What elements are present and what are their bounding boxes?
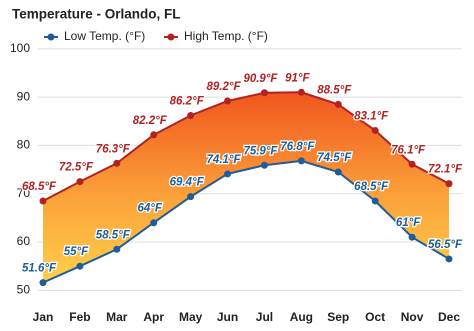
x-tick-label: Aug (290, 310, 313, 324)
x-tick-label: Sep (327, 310, 349, 324)
value-label: 76.8°F (280, 141, 315, 153)
value-label: 74.5°F (317, 152, 352, 164)
x-tick-label: Jun (217, 310, 238, 324)
y-tick-label: 100 (10, 41, 30, 55)
x-tick-label: Feb (69, 310, 90, 324)
x-tick-label: Oct (365, 310, 385, 324)
value-label: 55°F (64, 246, 89, 258)
point (113, 159, 121, 167)
value-label: 76.1°F (391, 144, 426, 156)
point (334, 100, 342, 108)
value-label: 74.1°F (207, 154, 242, 166)
value-label: 51.6°F (22, 263, 57, 275)
y-tick-label: 90 (17, 89, 31, 103)
value-label: 72.1°F (428, 164, 463, 176)
x-tick-label: May (179, 310, 203, 324)
x-tick-label: Jan (33, 310, 54, 324)
point (187, 111, 195, 119)
y-tick-label: 80 (17, 138, 31, 152)
point (408, 160, 416, 168)
legend-marker (47, 33, 55, 41)
y-tick-label: 50 (17, 283, 31, 297)
point (76, 262, 84, 270)
x-tick-label: Mar (106, 310, 128, 324)
value-label: 82.2°F (133, 115, 168, 127)
x-tick-label: Dec (438, 310, 460, 324)
value-label: 91°F (285, 72, 310, 84)
point (187, 193, 195, 201)
point (408, 233, 416, 241)
value-label: 61°F (396, 217, 421, 229)
legend-label: High Temp. (°F) (184, 29, 268, 43)
point (371, 197, 379, 205)
series-line (42, 159, 450, 284)
y-tick-label: 70 (17, 186, 31, 200)
range-area (43, 92, 449, 283)
value-label: 83.1°F (354, 110, 389, 122)
value-label: 68.5°F (354, 181, 389, 193)
value-label: 68.5°F (22, 181, 57, 193)
chart-title: Temperature - Orlando, FL (12, 7, 181, 22)
legend-label: Low Temp. (°F) (64, 29, 145, 43)
point (297, 157, 305, 165)
point (113, 245, 121, 253)
point (260, 161, 268, 169)
point (334, 168, 342, 176)
point (445, 255, 453, 263)
point (224, 97, 232, 105)
value-label: 69.4°F (170, 177, 205, 189)
value-label: 58.5°F (96, 229, 131, 241)
point (224, 170, 232, 178)
point (260, 89, 268, 97)
value-label: 72.5°F (59, 162, 94, 174)
point (371, 126, 379, 134)
value-label: 76.3°F (96, 143, 131, 155)
y-tick-label: 60 (17, 234, 31, 248)
value-label: 56.5°F (428, 239, 463, 251)
x-tick-label: Apr (143, 310, 164, 324)
value-label: 64°F (138, 203, 163, 215)
point (150, 131, 158, 139)
x-tick-label: Nov (401, 310, 424, 324)
value-label: 89.2°F (207, 81, 242, 93)
point (39, 279, 47, 287)
series-line (42, 91, 450, 202)
point (39, 197, 47, 205)
value-label: 88.5°F (317, 84, 352, 96)
point (150, 219, 158, 227)
x-tick-label: Jul (256, 310, 273, 324)
value-label: 75.9°F (243, 145, 278, 157)
point (297, 88, 305, 96)
point (76, 178, 84, 186)
value-label: 86.2°F (170, 96, 205, 108)
point (445, 180, 453, 188)
legend-marker (167, 33, 175, 41)
value-label: 90.9°F (243, 73, 278, 85)
